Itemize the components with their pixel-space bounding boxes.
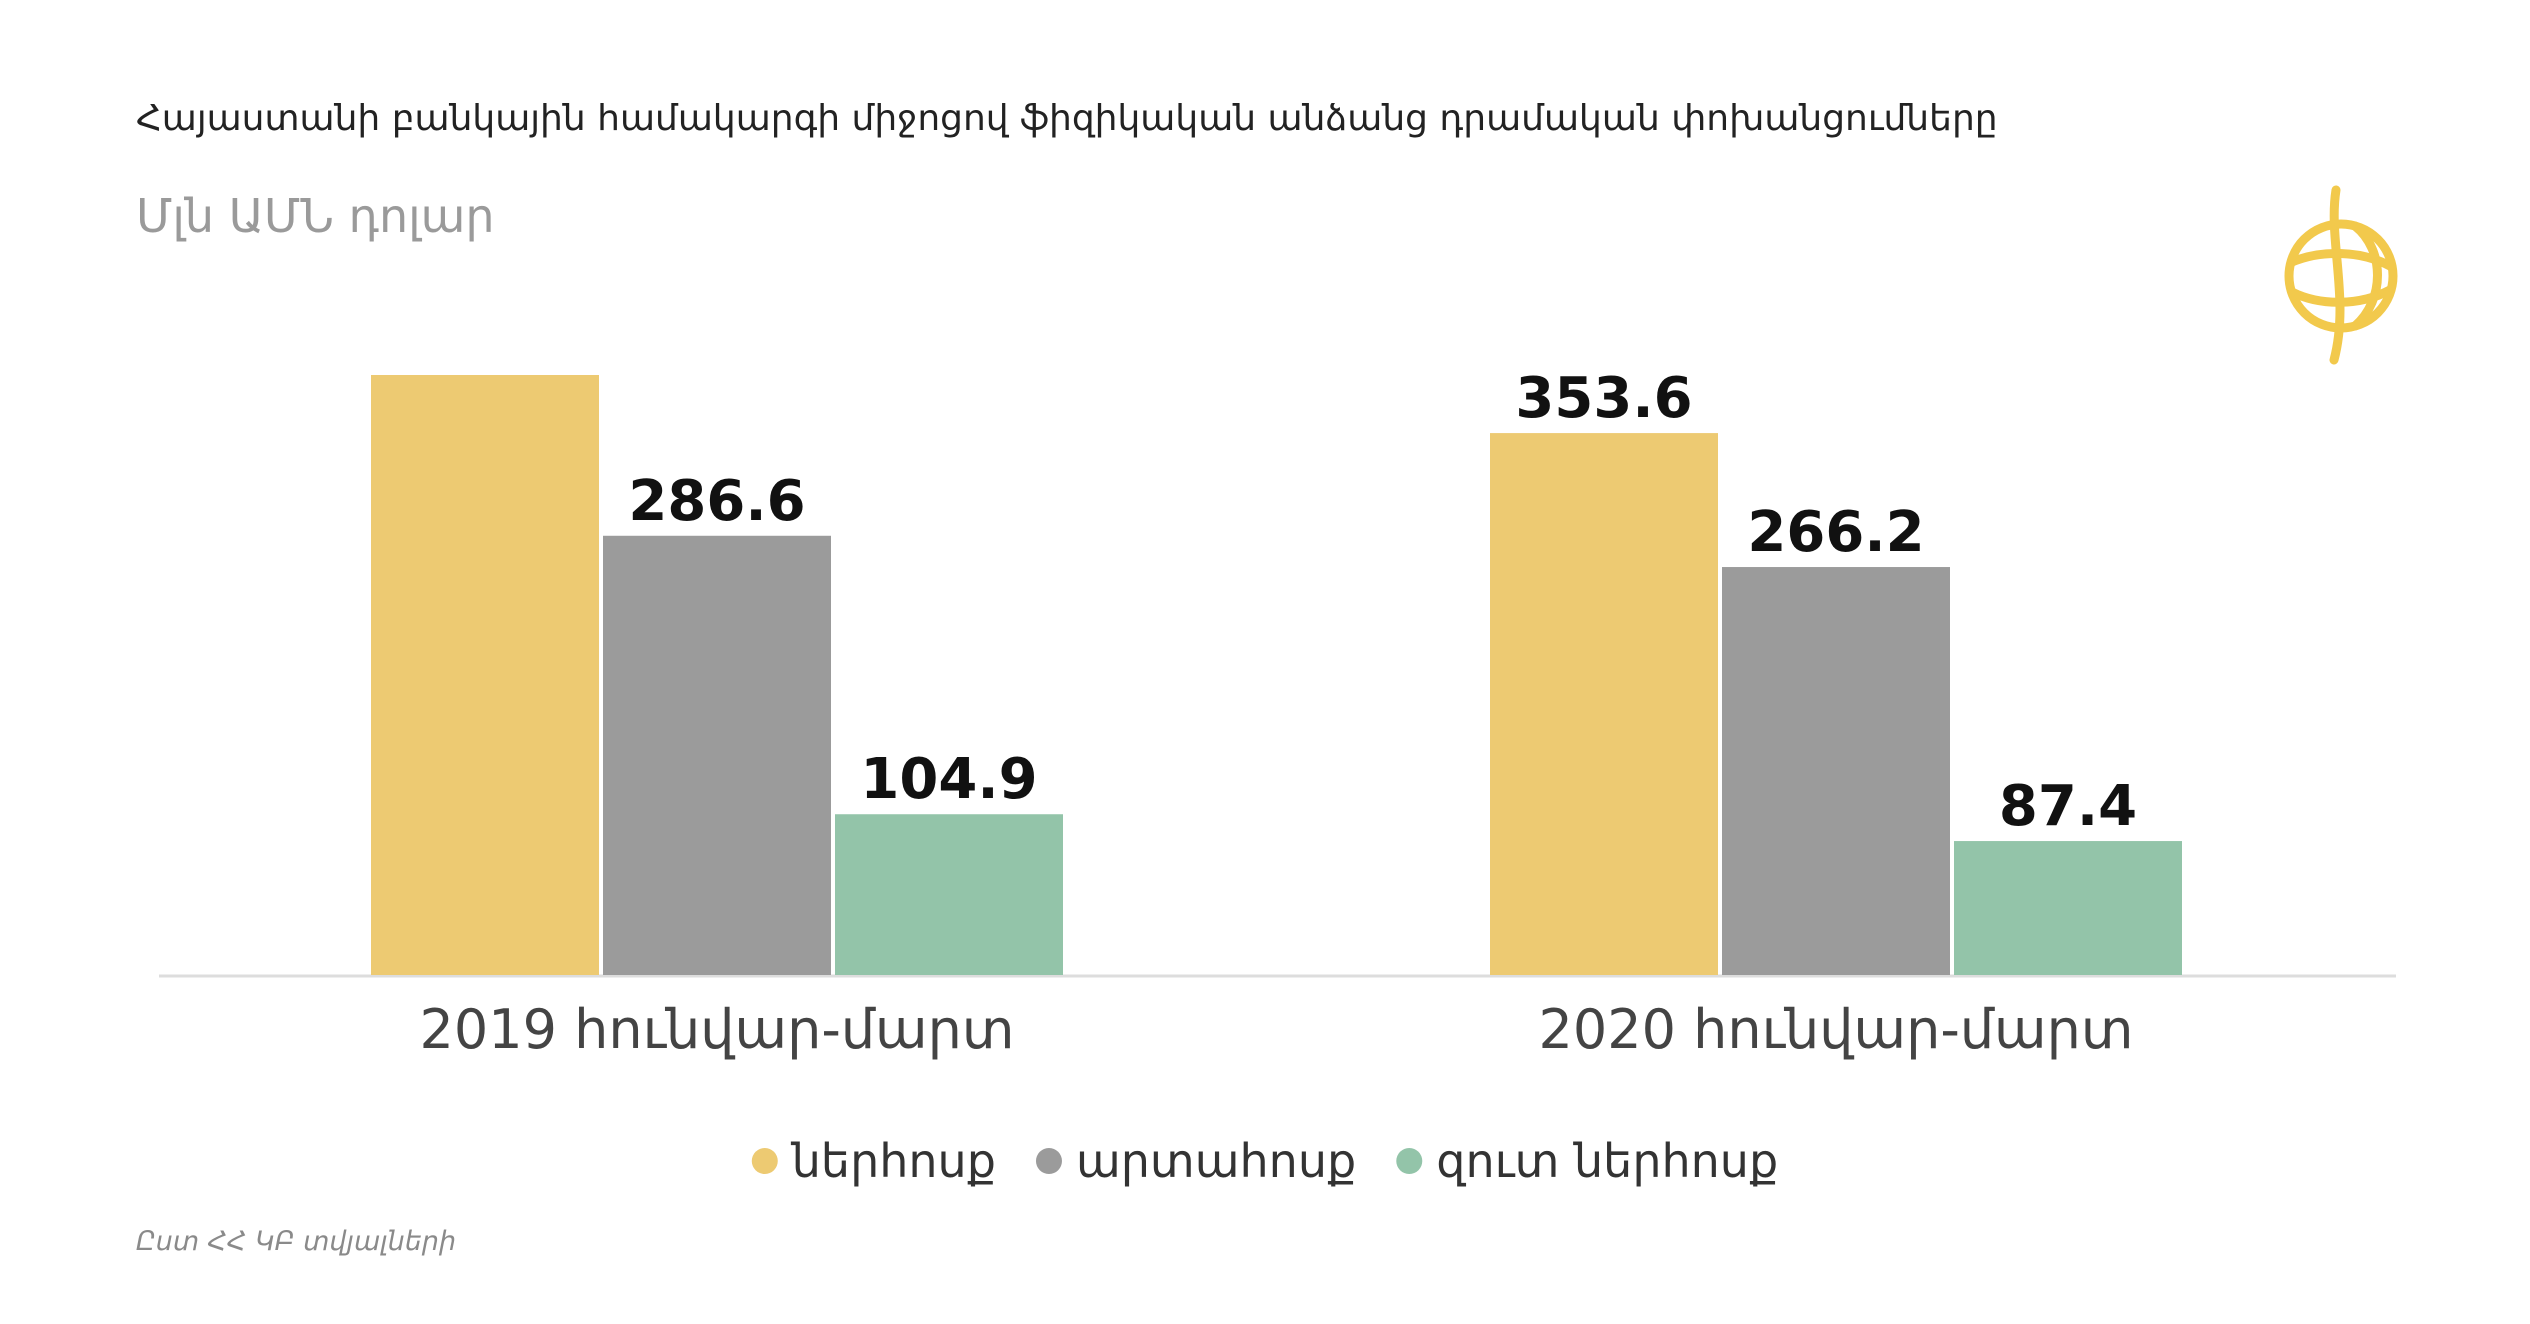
legend-marker bbox=[1396, 1148, 1423, 1174]
value-label: 87.4 bbox=[1999, 774, 2137, 839]
bar bbox=[1954, 841, 2182, 975]
bar bbox=[371, 375, 599, 975]
logo bbox=[2284, 185, 2398, 365]
legend-label: արտահոսք bbox=[1076, 1134, 1356, 1188]
bar bbox=[603, 535, 831, 975]
legend-label: զուտ ներհոսք bbox=[1436, 1134, 1778, 1188]
value-label: 353.6 bbox=[1515, 366, 1692, 431]
x-tick-label: 2019 հունվար-մարտ bbox=[420, 998, 1015, 1061]
legend-marker bbox=[1035, 1148, 1062, 1174]
value-label: 286.6 bbox=[628, 469, 805, 534]
bar bbox=[835, 814, 1063, 975]
legend-marker bbox=[751, 1148, 778, 1174]
legend-label: ներհոսք bbox=[791, 1134, 996, 1188]
bar bbox=[1490, 433, 1718, 975]
chart-title: Հայաստանի բանկային համակարգի միջոցով ֆիզ… bbox=[136, 98, 1998, 139]
value-label: 266.2 bbox=[1747, 500, 1924, 565]
value-label: 104.9 bbox=[860, 747, 1037, 812]
bar bbox=[1722, 567, 1950, 975]
x-tick-label: 2020 հունվար-մարտ bbox=[1539, 998, 2134, 1061]
source-note: Ըստ ՀՀ ԿԲ տվյալների bbox=[136, 1226, 456, 1257]
chart-subtitle: Մլն ԱՄՆ դոլար bbox=[136, 189, 495, 243]
